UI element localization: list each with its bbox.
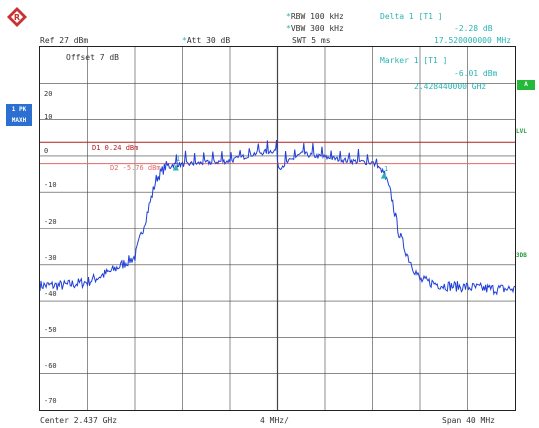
delta-marker-label: 1 (384, 165, 389, 173)
d2-label: D2 -5.76 dBm (110, 164, 161, 172)
rbw-readout: *RBW 100 kHz (286, 12, 344, 21)
vbw-readout: *VBW 300 kHz (286, 24, 344, 33)
spectrum-plot (40, 47, 515, 410)
d1-label: D1 0.24 dBm (92, 144, 139, 152)
marker-1-label: 1 (176, 155, 181, 163)
y-tick-minus40: -40 (44, 290, 57, 298)
delta-value: -2.28 dB (454, 24, 493, 33)
delta-title: Delta 1 [T1 ] (380, 12, 443, 21)
y-tick-20: 20 (44, 90, 53, 98)
attenuation: *Att 30 dB (182, 36, 231, 45)
ref-level: Ref 27 dBm (40, 36, 89, 45)
rohde-schwarz-logo: R (7, 7, 27, 27)
offset-readout: Offset 7 dB (66, 53, 119, 62)
markers (172, 164, 387, 179)
span-per-division: 4 MHz/ (260, 416, 289, 425)
y-tick-0: 0 (44, 147, 49, 155)
delta-frequency: 17.520000000 MHz (434, 36, 512, 45)
marker-1 (172, 164, 179, 171)
3db-indicator: 3DB (516, 252, 527, 259)
spectrum-display: Offset 7 dB Marker 1 [T1 ] -6.01 dBm 2.4… (39, 46, 516, 411)
trace-a-button[interactable]: A (517, 80, 535, 90)
marker-frequency: 2.428440000 GHz (414, 82, 487, 91)
spectrum-trace (40, 140, 515, 296)
trace-mode-badge[interactable]: 1 PK MAXH (6, 104, 32, 126)
swt-readout: SWT 5 ms (292, 36, 331, 45)
y-tick-minus50: -50 (44, 326, 57, 334)
y-tick-minus60: -60 (44, 362, 57, 370)
lvl-indicator: LVL (516, 128, 527, 135)
y-tick-minus70: -70 (44, 397, 57, 405)
y-tick-10: 10 (44, 113, 53, 121)
y-tick-minus10: -10 (44, 181, 57, 189)
marker-value: -6.01 dBm (454, 69, 498, 78)
y-tick-minus20: -20 (44, 218, 57, 226)
span: Span 40 MHz (442, 416, 495, 425)
delta-marker-1 (380, 172, 387, 179)
marker-title: Marker 1 [T1 ] (380, 56, 448, 65)
center-frequency: Center 2.437 GHz (40, 416, 118, 425)
svg-text:R: R (14, 13, 20, 22)
y-tick-minus30: -30 (44, 254, 57, 262)
graticule (40, 47, 515, 410)
